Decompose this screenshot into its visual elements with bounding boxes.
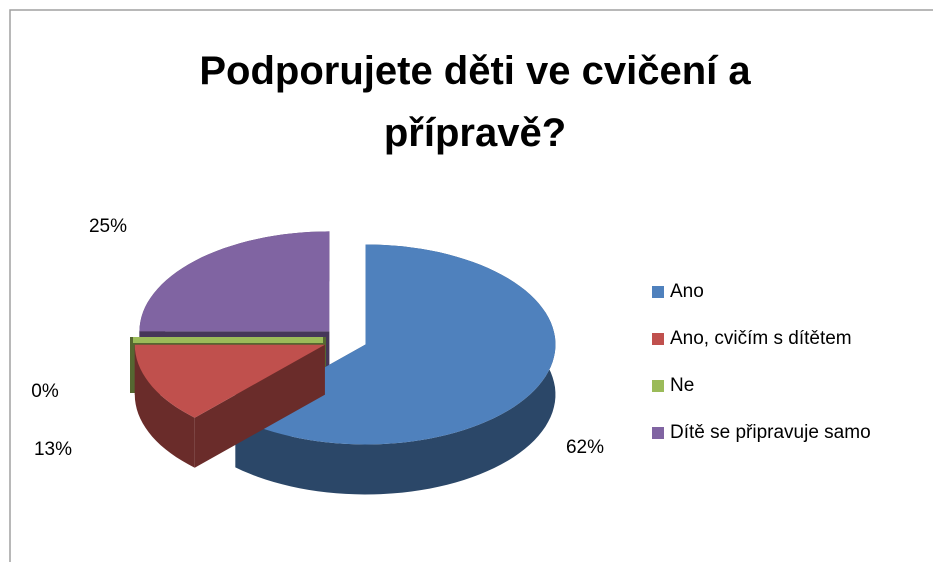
legend-swatch [652, 380, 664, 392]
legend-swatch [652, 286, 664, 298]
data-label: 25% [89, 216, 127, 237]
slice-wall [134, 344, 195, 468]
legend-label: Ano, cvičím s dítětem [670, 328, 852, 349]
pie-slice [134, 344, 325, 468]
data-label: 62% [566, 437, 604, 458]
data-label: 13% [34, 439, 72, 460]
legend-label: Ne [670, 375, 694, 396]
legend-label: Dítě se připravuje samo [670, 422, 871, 443]
legend-label: Ano [670, 281, 704, 302]
data-label: 0% [31, 381, 59, 402]
chart-frame [9, 9, 933, 562]
legend-swatch [652, 427, 664, 439]
legend-swatch [652, 333, 664, 345]
slice-top [134, 344, 325, 418]
chart-title: Podporujete děti ve cvičení a přípravě? [199, 49, 751, 155]
slice-top [139, 231, 330, 332]
